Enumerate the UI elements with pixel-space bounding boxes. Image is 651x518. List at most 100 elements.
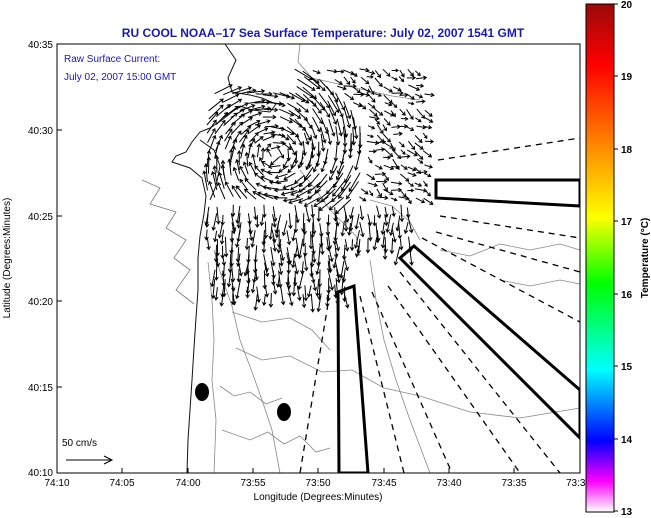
current-vector xyxy=(208,104,224,120)
current-vector xyxy=(400,164,408,170)
current-vector xyxy=(375,230,381,243)
current-vector xyxy=(372,236,378,251)
current-vector xyxy=(376,205,382,219)
current-vector xyxy=(279,116,294,124)
y-axis-label: Latitude (Degrees:Minutes) xyxy=(2,198,13,319)
current-vector xyxy=(253,172,266,182)
current-vector xyxy=(408,140,416,151)
site-marker-east xyxy=(277,403,291,421)
current-vector xyxy=(303,253,309,272)
current-vector xyxy=(365,238,371,254)
current-vector xyxy=(369,116,380,121)
current-vector xyxy=(297,78,316,91)
current-vector xyxy=(268,222,273,241)
current-vector xyxy=(248,104,266,111)
current-vector xyxy=(408,245,414,266)
sandy-hook xyxy=(199,139,221,201)
current-vector xyxy=(302,222,308,236)
y-tick-label: 40:10 xyxy=(28,468,53,479)
colorbar-tick-label: 17 xyxy=(621,217,633,228)
current-vector xyxy=(266,147,272,157)
current-vector xyxy=(414,70,421,77)
current-vector xyxy=(281,220,288,237)
current-vector xyxy=(208,180,216,198)
current-vector xyxy=(214,261,219,281)
current-vector xyxy=(353,230,360,249)
current-vector xyxy=(340,220,345,237)
current-vector xyxy=(280,286,286,306)
current-vector xyxy=(256,286,261,304)
current-vector xyxy=(287,102,302,112)
current-vector xyxy=(264,262,270,278)
current-vector xyxy=(367,134,374,139)
colorbar-tick-label: 15 xyxy=(621,362,633,373)
current-vector xyxy=(424,92,435,98)
current-vector xyxy=(262,270,268,290)
current-vector xyxy=(343,254,349,272)
current-vector xyxy=(256,127,269,134)
current-vector xyxy=(325,294,330,308)
current-vector xyxy=(206,237,211,251)
current-vector xyxy=(374,171,387,177)
current-vector xyxy=(240,125,252,135)
current-vector xyxy=(318,92,331,109)
current-vector xyxy=(359,196,367,202)
current-vector xyxy=(348,140,353,159)
current-vector xyxy=(407,172,417,177)
current-vector xyxy=(407,68,415,77)
current-vector xyxy=(359,221,365,238)
current-vector xyxy=(320,133,326,152)
current-vector xyxy=(382,124,388,132)
current-vector xyxy=(224,181,234,197)
scale-label: 50 cm/s xyxy=(62,438,97,449)
current-vector xyxy=(254,119,271,126)
current-vector xyxy=(312,277,318,292)
current-vector xyxy=(244,151,250,167)
current-vector xyxy=(259,214,265,227)
current-vector xyxy=(424,190,431,197)
current-vector xyxy=(251,153,256,167)
current-vector xyxy=(385,214,392,234)
current-vector xyxy=(383,236,389,254)
current-vector xyxy=(332,180,346,197)
current-vector xyxy=(407,166,417,172)
map-title: RU COOL NOAA–17 Sea Surface Temperature:… xyxy=(122,26,525,40)
x-tick-label: 73:40 xyxy=(436,478,461,489)
current-vector xyxy=(226,269,232,288)
current-vector xyxy=(354,245,360,258)
current-vector xyxy=(282,158,290,169)
current-vector xyxy=(367,156,373,164)
current-vector xyxy=(382,68,391,77)
current-vector xyxy=(366,70,376,76)
colorbar-tick-label: 14 xyxy=(621,435,633,446)
current-vector xyxy=(338,181,352,199)
current-vector xyxy=(305,205,311,223)
colorbar-tick-label: 19 xyxy=(621,72,633,83)
current-vector xyxy=(296,285,302,302)
current-vector xyxy=(301,294,307,309)
current-vector xyxy=(335,165,345,181)
current-vector xyxy=(250,230,256,248)
current-vector xyxy=(422,150,433,158)
current-vector xyxy=(282,182,297,190)
current-vector xyxy=(287,285,292,297)
y-tick-label: 40:15 xyxy=(28,383,53,394)
current-vector xyxy=(339,260,345,279)
current-vector xyxy=(214,154,220,173)
current-vector xyxy=(311,246,317,264)
current-vector xyxy=(222,105,239,119)
current-vector xyxy=(223,112,238,127)
current-vector xyxy=(416,108,426,119)
current-vector xyxy=(253,294,258,311)
current-vector xyxy=(308,231,314,250)
current-vector xyxy=(275,276,281,288)
current-vector xyxy=(244,178,257,191)
current-vector xyxy=(288,213,293,230)
current-vector xyxy=(295,134,303,147)
current-vector xyxy=(375,139,387,145)
x-axis-label: Longitude (Degrees:Minutes) xyxy=(254,492,383,503)
current-vector xyxy=(328,119,336,137)
current-vector xyxy=(424,109,433,117)
x-tick-label: 73:35 xyxy=(501,478,526,489)
current-vector xyxy=(248,161,256,174)
